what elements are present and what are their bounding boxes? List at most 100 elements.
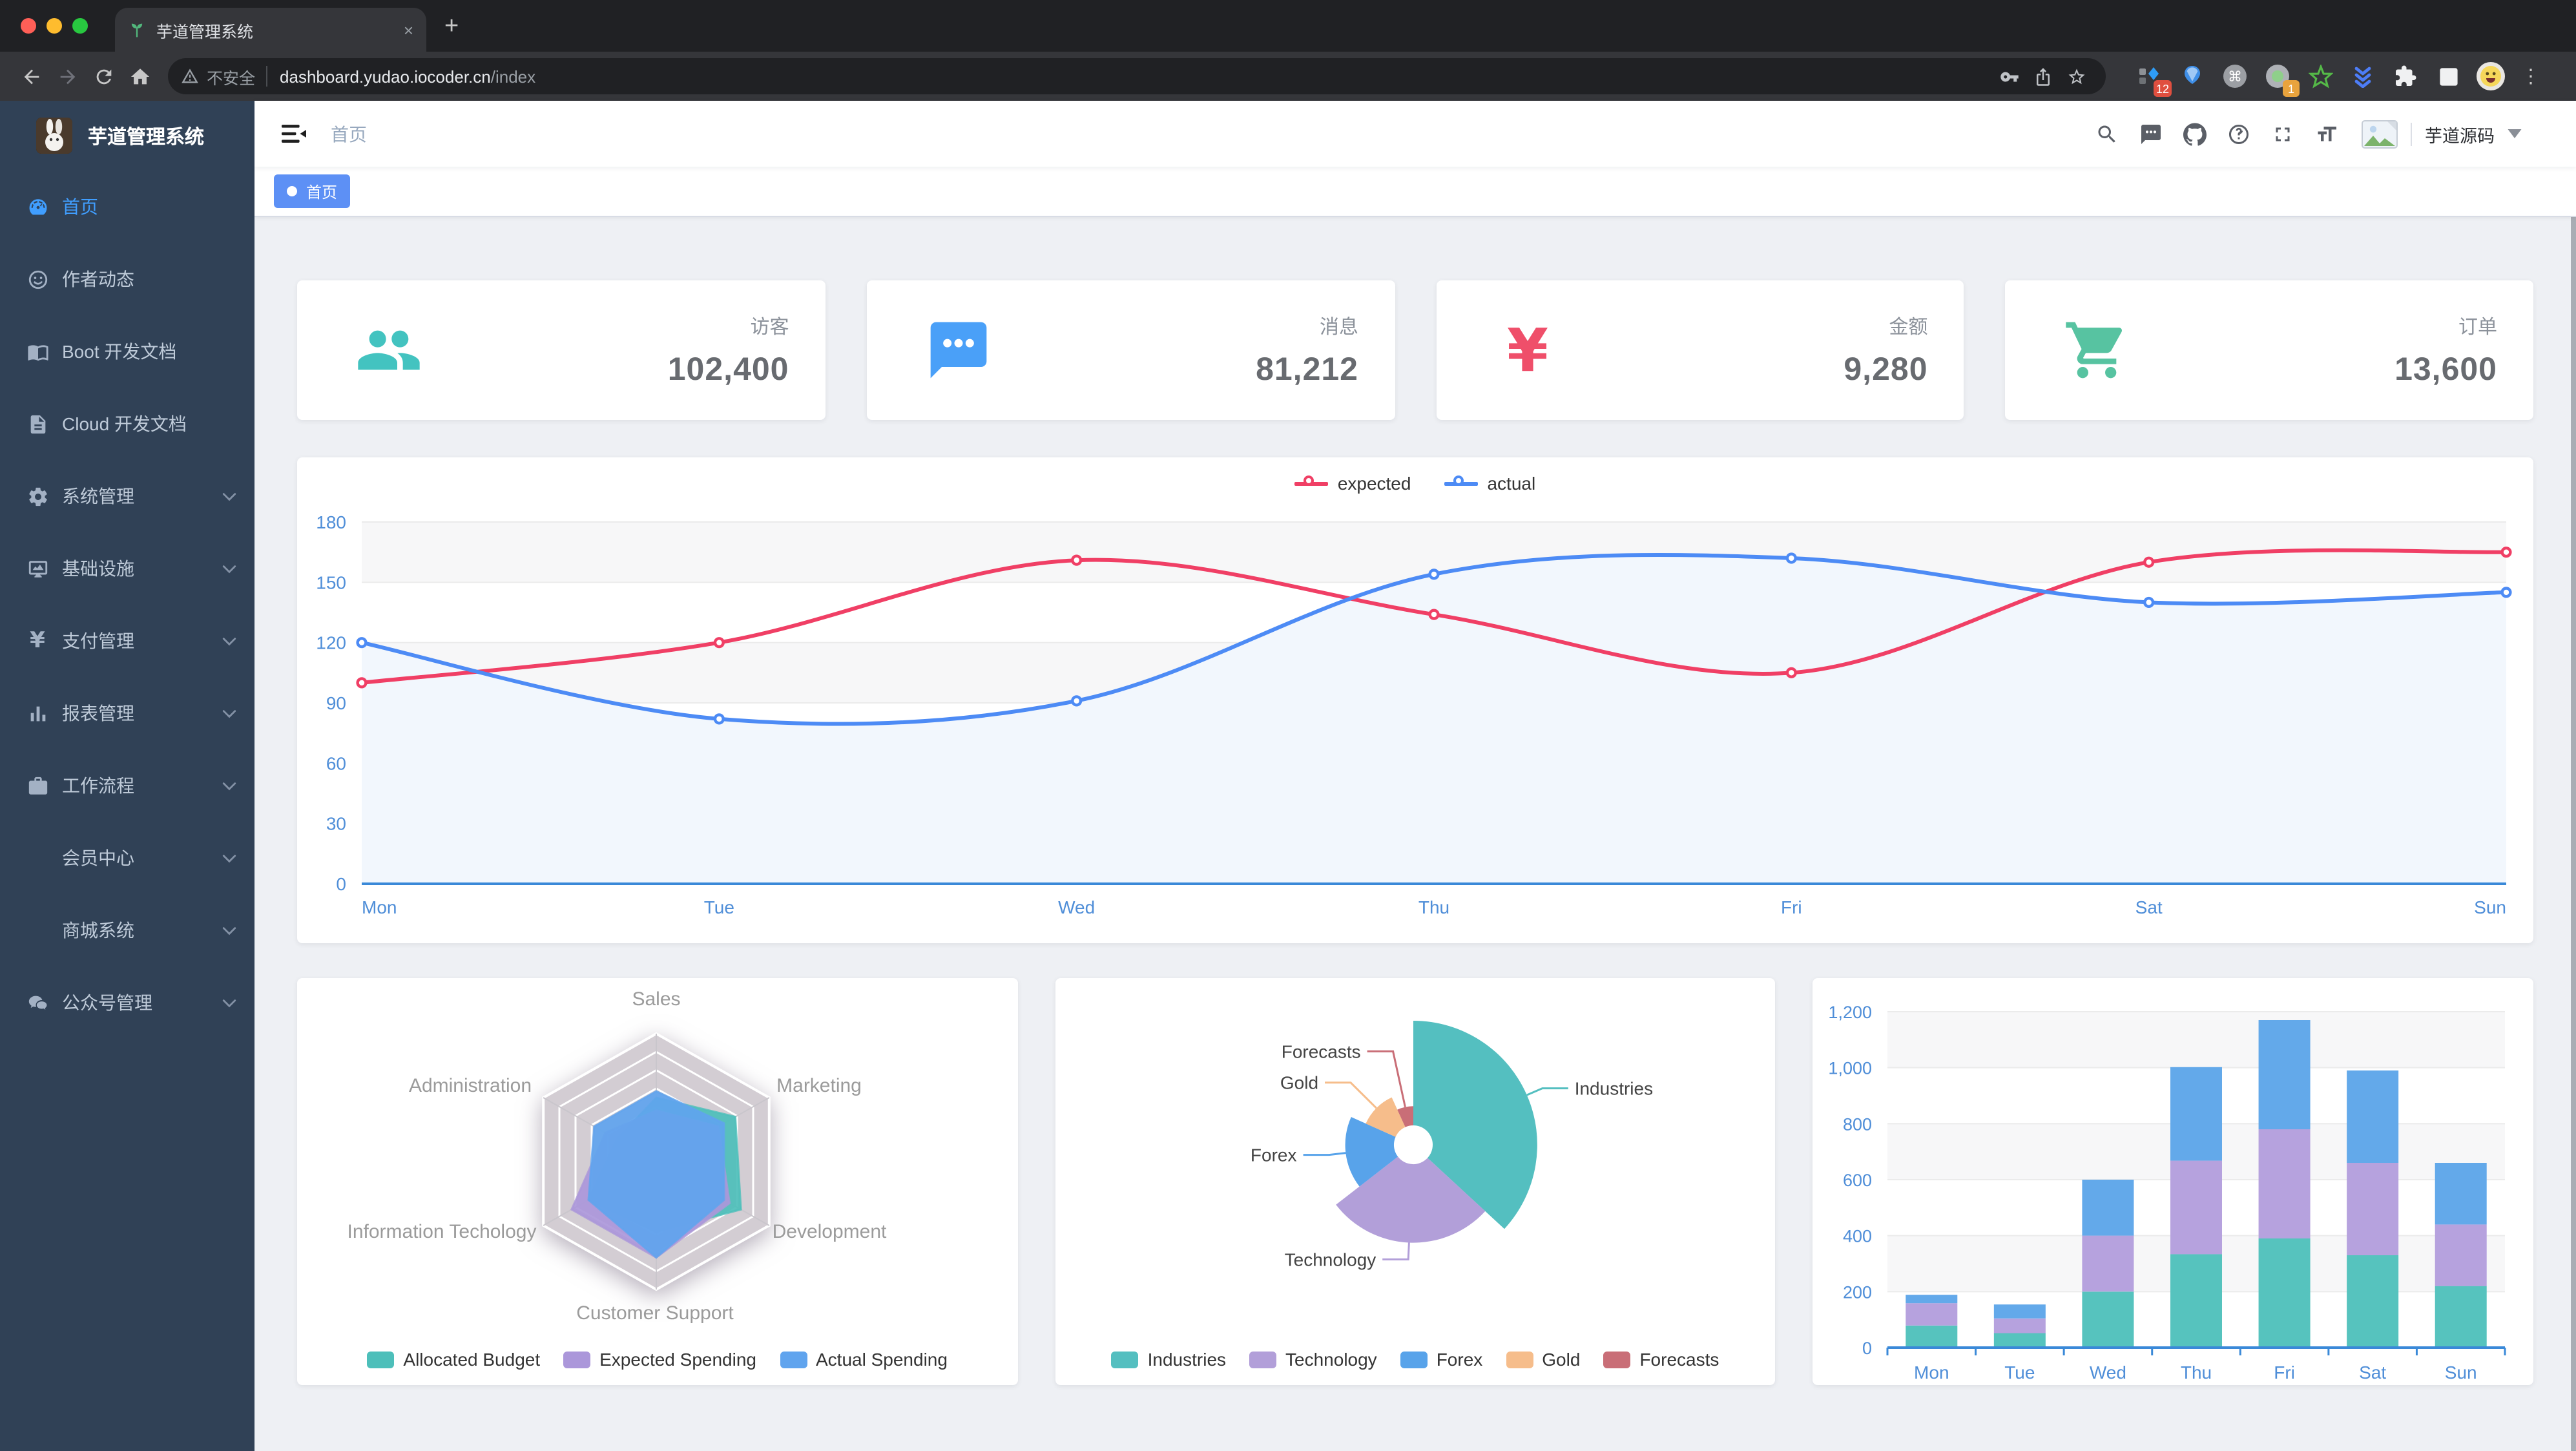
close-window-button[interactable]	[21, 18, 36, 34]
profile-avatar[interactable]	[2474, 59, 2508, 93]
bar-segment-series-1-sat[interactable]	[2347, 1255, 2399, 1348]
bar-segment-series-3-tue[interactable]	[1994, 1304, 2046, 1319]
actual-point[interactable]	[2500, 587, 2512, 598]
legend-item-forecasts[interactable]: Forecasts	[1603, 1349, 1719, 1370]
sidebar-item-9[interactable]: 会员中心	[0, 822, 254, 894]
tab-close-icon[interactable]: ×	[403, 20, 413, 39]
search-icon[interactable]	[2088, 114, 2126, 153]
sidebar-item-8[interactable]: 工作流程	[0, 749, 254, 822]
font-size-icon[interactable]	[2307, 114, 2346, 153]
breadcrumb[interactable]: 首页	[331, 123, 367, 144]
pie-slice-forex[interactable]	[1344, 1117, 1398, 1187]
legend-item-actual[interactable]: actual	[1444, 473, 1535, 494]
extension-blue-chevrons-icon[interactable]	[2346, 59, 2380, 93]
expected-point[interactable]	[1785, 667, 1797, 678]
extension-balloon-icon[interactable]	[2176, 59, 2209, 93]
sidebar-item-11[interactable]: 公众号管理	[0, 966, 254, 1039]
bar-segment-series-2-mon[interactable]	[1906, 1303, 1958, 1326]
legend-item-gold[interactable]: Gold	[1506, 1349, 1580, 1370]
sidebar-item-0[interactable]: 首页	[0, 171, 254, 243]
legend-item-allocated-budget[interactable]: Allocated Budget	[367, 1349, 540, 1370]
minimize-window-button[interactable]	[47, 18, 62, 34]
actual-point[interactable]	[713, 713, 725, 725]
hamburger-icon[interactable]	[274, 114, 313, 153]
browser-tab[interactable]: 芋道管理系统 ×	[115, 8, 426, 52]
reload-icon[interactable]	[85, 58, 121, 94]
bar-segment-series-1-mon[interactable]	[1906, 1325, 1958, 1348]
pie-slice-forecasts[interactable]	[1397, 1106, 1413, 1127]
bar-segment-series-1-sun[interactable]	[2435, 1286, 2488, 1348]
message-icon[interactable]	[2132, 114, 2170, 153]
bar-segment-series-3-fri[interactable]	[2259, 1020, 2311, 1129]
username[interactable]: 芋道源码	[2425, 126, 2495, 145]
legend-item-industries[interactable]: Industries	[1111, 1349, 1226, 1370]
bar-segment-series-2-sat[interactable]	[2347, 1163, 2399, 1255]
window-scrollbar[interactable]	[2571, 101, 2576, 1451]
expected-point[interactable]	[356, 677, 368, 689]
pie-slice-industries[interactable]	[1413, 1021, 1537, 1229]
bar-segment-series-3-thu[interactable]	[2170, 1067, 2223, 1161]
sidebar-item-10[interactable]: 商城系统	[0, 894, 254, 966]
stat-card-2[interactable]: ¥ 金额 9,280	[1436, 280, 1964, 420]
expected-point[interactable]	[1428, 609, 1440, 620]
legend-item-expected[interactable]: expected	[1294, 473, 1411, 494]
fullscreen-icon[interactable]	[2263, 114, 2302, 153]
sidebar-item-5[interactable]: 基础设施	[0, 532, 254, 605]
sidebar-item-6[interactable]: ¥ 支付管理	[0, 605, 254, 677]
bar-segment-series-3-sun[interactable]	[2435, 1163, 2488, 1225]
actual-point[interactable]	[1071, 695, 1083, 707]
bar-segment-series-2-sun[interactable]	[2435, 1224, 2488, 1286]
extension-gray-circle-icon[interactable]: 1	[2261, 59, 2300, 97]
extensions-puzzle-icon[interactable]	[2389, 59, 2422, 93]
sidebar-panel-icon[interactable]	[2431, 59, 2465, 93]
bar-segment-series-3-sat[interactable]	[2347, 1070, 2399, 1163]
sidebar-item-1[interactable]: 作者动态	[0, 243, 254, 315]
github-icon[interactable]	[2176, 114, 2214, 153]
tag-home[interactable]: 首页	[274, 174, 351, 208]
bar-segment-series-2-thu[interactable]	[2170, 1160, 2223, 1255]
pie-slice-technology[interactable]	[1335, 1156, 1485, 1243]
actual-point[interactable]	[1428, 569, 1440, 580]
sidebar-logo[interactable]: 芋道管理系统	[0, 101, 254, 171]
sidebar-item-2[interactable]: Boot 开发文档	[0, 315, 254, 388]
pie-slice-gold[interactable]	[1365, 1097, 1405, 1137]
expected-point[interactable]	[2143, 556, 2155, 568]
bar-segment-series-3-wed[interactable]	[2083, 1180, 2135, 1236]
legend-item-forex[interactable]: Forex	[1400, 1349, 1482, 1370]
home-icon[interactable]	[121, 58, 158, 94]
bar-segment-series-2-wed[interactable]	[2083, 1235, 2135, 1292]
actual-point[interactable]	[356, 637, 368, 649]
bar-segment-series-1-tue[interactable]	[1994, 1333, 2046, 1348]
extension-blue-diamond-icon[interactable]: 12	[2133, 59, 2172, 97]
bar-segment-series-1-wed[interactable]	[2083, 1291, 2135, 1348]
extension-green-star-icon[interactable]	[2303, 59, 2337, 93]
share-icon[interactable]	[2026, 59, 2059, 93]
radar-series-actual-spending[interactable]	[587, 1090, 725, 1259]
expected-point[interactable]	[713, 637, 725, 649]
zoom-window-button[interactable]	[72, 18, 88, 34]
caret-down-icon[interactable]	[2508, 129, 2522, 138]
forward-icon[interactable]	[49, 58, 85, 94]
sidebar-item-4[interactable]: 系统管理	[0, 460, 254, 532]
sidebar-item-7[interactable]: 报表管理	[0, 677, 254, 749]
extension-command-icon[interactable]: ⌘	[2218, 59, 2252, 93]
user-avatar[interactable]	[2362, 120, 2398, 148]
stat-card-1[interactable]: 消息 81,212	[866, 280, 1395, 420]
actual-point[interactable]	[2143, 596, 2155, 609]
new-tab-button[interactable]: +	[444, 13, 459, 40]
expected-point[interactable]	[1071, 554, 1083, 566]
back-icon[interactable]	[13, 58, 49, 94]
bar-segment-series-2-fri[interactable]	[2259, 1129, 2311, 1238]
expected-point[interactable]	[2500, 547, 2512, 558]
bar-segment-series-2-tue[interactable]	[1994, 1319, 2046, 1333]
legend-item-expected-spending[interactable]: Expected Spending	[563, 1349, 756, 1370]
bar-segment-series-1-thu[interactable]	[2170, 1254, 2223, 1348]
bar-segment-series-1-fri[interactable]	[2259, 1238, 2311, 1348]
browser-menu-icon[interactable]: ⋮	[2521, 66, 2540, 88]
sidebar-item-3[interactable]: Cloud 开发文档	[0, 388, 254, 460]
password-key-icon[interactable]	[1992, 59, 2026, 93]
actual-point[interactable]	[1785, 552, 1797, 564]
bookmark-star-icon[interactable]	[2059, 59, 2093, 93]
stat-card-3[interactable]: 订单 13,600	[2005, 280, 2533, 420]
help-icon[interactable]	[2219, 114, 2258, 153]
